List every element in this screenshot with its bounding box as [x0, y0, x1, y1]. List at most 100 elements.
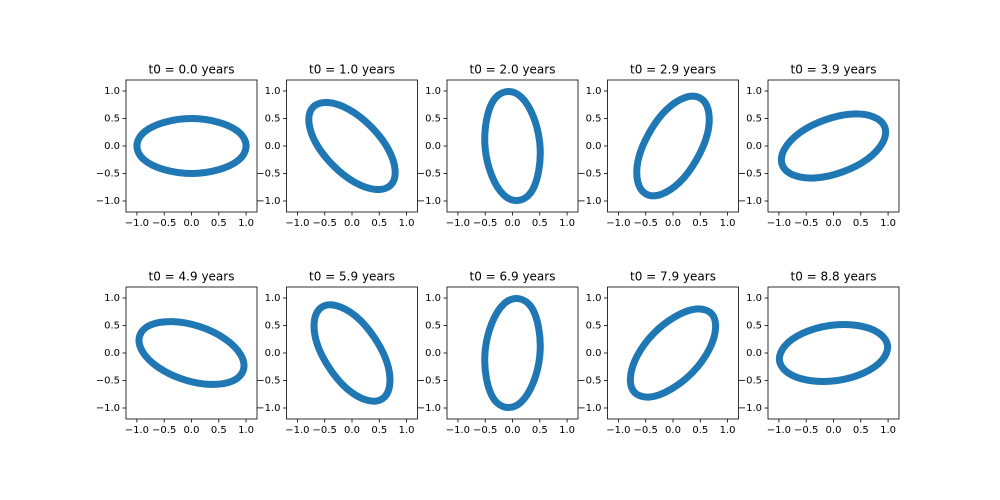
x-tick-label: 0.0: [184, 425, 200, 436]
x-tick-label: 0.5: [211, 425, 227, 436]
subplot-title: t0 = 4.9 years: [149, 270, 235, 284]
x-tick-label: −1.0: [125, 425, 149, 436]
y-tick-label: 1.0: [586, 293, 602, 304]
y-tick-label: 1.0: [104, 86, 120, 97]
y-tick-label: −1.0: [96, 403, 120, 414]
y-tick-label: −0.5: [738, 376, 762, 387]
x-tick-label: −0.5: [152, 425, 176, 436]
y-tick-label: −0.5: [96, 376, 120, 387]
y-tick-label: −1.0: [256, 196, 280, 207]
y-tick-label: 0.0: [586, 141, 602, 152]
subplot-title: t0 = 1.0 years: [309, 63, 395, 77]
x-tick-label: 0.0: [826, 218, 842, 229]
y-tick-label: −1.0: [577, 403, 601, 414]
y-tick-label: −0.5: [417, 169, 441, 180]
y-tick-label: −0.5: [417, 376, 441, 387]
subplot-title: t0 = 5.9 years: [309, 270, 395, 284]
subplot-title: t0 = 2.0 years: [470, 63, 556, 77]
x-tick-label: 0.0: [344, 218, 360, 229]
y-tick-label: 1.0: [265, 86, 281, 97]
ellipse-trace: [135, 318, 248, 388]
y-tick-label: −1.0: [417, 196, 441, 207]
axes-frame: [286, 79, 418, 213]
subplot-title: t0 = 2.9 years: [630, 63, 716, 77]
x-tick-label: 0.5: [853, 425, 869, 436]
y-tick-label: 0.5: [104, 114, 120, 125]
x-tick-label: −1.0: [606, 425, 630, 436]
y-tick-label: −0.5: [256, 376, 280, 387]
x-tick-label: 0.5: [692, 218, 708, 229]
ellipse-trace: [775, 321, 892, 385]
x-tick-label: 1.0: [399, 425, 415, 436]
subplot-title: t0 = 6.9 years: [470, 270, 556, 284]
y-tick-label: 1.0: [425, 86, 441, 97]
y-tick-label: 1.0: [104, 293, 120, 304]
x-tick-label: −0.5: [634, 425, 658, 436]
ellipse-trace: [310, 301, 394, 405]
y-tick-label: 0.0: [425, 348, 441, 359]
y-tick-label: −1.0: [417, 403, 441, 414]
y-tick-label: 0.5: [265, 321, 281, 332]
y-tick-label: −0.5: [577, 169, 601, 180]
x-tick-label: −0.5: [152, 218, 176, 229]
x-tick-label: −1.0: [125, 218, 149, 229]
ellipse-trace: [777, 110, 890, 182]
x-tick-label: 1.0: [720, 425, 736, 436]
x-tick-label: −0.5: [313, 425, 337, 436]
x-tick-label: −1.0: [446, 425, 470, 436]
y-tick-label: −1.0: [577, 196, 601, 207]
x-tick-label: 0.5: [371, 425, 387, 436]
subplot-title: t0 = 0.0 years: [149, 63, 235, 77]
y-tick-label: 0.0: [265, 348, 281, 359]
ellipse-trace: [133, 115, 250, 177]
ellipse-trace: [633, 92, 713, 200]
x-tick-label: −1.0: [285, 425, 309, 436]
subplot-title: t0 = 3.9 years: [791, 63, 877, 77]
x-tick-label: 0.5: [532, 218, 548, 229]
axes-frame: [286, 286, 418, 420]
y-tick-label: −0.5: [256, 169, 280, 180]
x-tick-label: 0.0: [826, 425, 842, 436]
x-tick-label: −1.0: [446, 218, 470, 229]
x-tick-label: −1.0: [767, 218, 791, 229]
x-tick-label: −1.0: [767, 425, 791, 436]
axes-frame: [607, 286, 739, 420]
y-tick-label: 0.5: [746, 114, 762, 125]
x-tick-label: 0.0: [184, 218, 200, 229]
y-tick-label: 0.5: [586, 114, 602, 125]
x-tick-label: 0.5: [692, 425, 708, 436]
x-tick-label: 0.0: [505, 218, 521, 229]
x-tick-label: 0.0: [665, 218, 681, 229]
y-tick-label: 1.0: [425, 293, 441, 304]
y-tick-label: 0.5: [265, 114, 281, 125]
y-tick-label: 0.0: [746, 141, 762, 152]
axes-frame: [767, 286, 900, 420]
y-tick-label: −1.0: [738, 196, 762, 207]
y-tick-label: 0.0: [104, 141, 120, 152]
y-tick-label: 0.5: [586, 321, 602, 332]
y-tick-label: 1.0: [265, 293, 281, 304]
axes-frame: [125, 79, 258, 213]
x-tick-label: 0.5: [532, 425, 548, 436]
axes-frame: [607, 79, 739, 213]
x-tick-label: 1.0: [399, 218, 415, 229]
x-tick-label: 0.5: [211, 218, 227, 229]
x-tick-label: 0.0: [344, 425, 360, 436]
x-tick-label: −0.5: [473, 218, 497, 229]
y-tick-label: 0.0: [104, 348, 120, 359]
y-tick-label: 0.5: [746, 321, 762, 332]
ellipse-trace: [481, 294, 544, 412]
x-tick-label: 1.0: [880, 218, 896, 229]
x-tick-label: 0.5: [853, 218, 869, 229]
y-tick-label: 0.5: [425, 321, 441, 332]
x-tick-label: −1.0: [606, 218, 630, 229]
y-tick-label: 0.0: [746, 348, 762, 359]
y-tick-label: 0.0: [586, 348, 602, 359]
x-tick-label: 1.0: [880, 425, 896, 436]
x-tick-label: −0.5: [794, 425, 818, 436]
y-tick-label: 0.0: [425, 141, 441, 152]
x-tick-label: −0.5: [794, 218, 818, 229]
x-tick-label: −0.5: [634, 218, 658, 229]
